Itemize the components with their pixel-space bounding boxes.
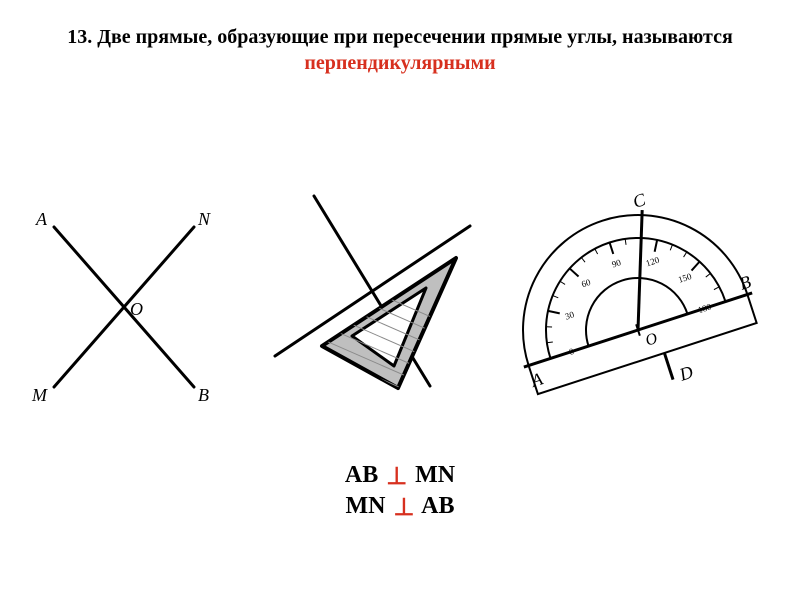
notation-1-right: MN [415, 462, 455, 488]
intersecting-lines-diagram: A N O M B [18, 195, 228, 420]
point-label-n: N [197, 209, 211, 229]
notation-2-right: AB [421, 493, 454, 519]
notation-2-left: MN [346, 493, 386, 519]
svg-text:C: C [630, 189, 649, 212]
notation-line-2: MN ⊥ AB [0, 491, 800, 522]
perp-symbol-icon: ⊥ [384, 462, 409, 493]
protractor-diagram: 0306090120150180OABCD [510, 180, 790, 435]
point-label-o: O [130, 299, 143, 319]
title-prefix: 13. Две прямые, образующие при пересечен… [67, 26, 733, 48]
point-label-m: M [31, 385, 48, 405]
page-title: 13. Две прямые, образующие при пересечен… [0, 24, 800, 76]
point-label-a: A [35, 209, 48, 229]
set-square-diagram [270, 188, 490, 423]
point-label-b: B [198, 385, 209, 405]
notation-line-1: AB ⊥ MN [0, 460, 800, 491]
svg-text:D: D [676, 362, 695, 385]
notation-1-left: AB [345, 462, 378, 488]
perpendicular-notation: AB ⊥ MN MN ⊥ AB [0, 460, 800, 522]
title-answer: перпендикулярными [304, 52, 495, 74]
figures-row: A N O M B [0, 180, 800, 440]
perp-symbol-icon: ⊥ [392, 493, 417, 524]
